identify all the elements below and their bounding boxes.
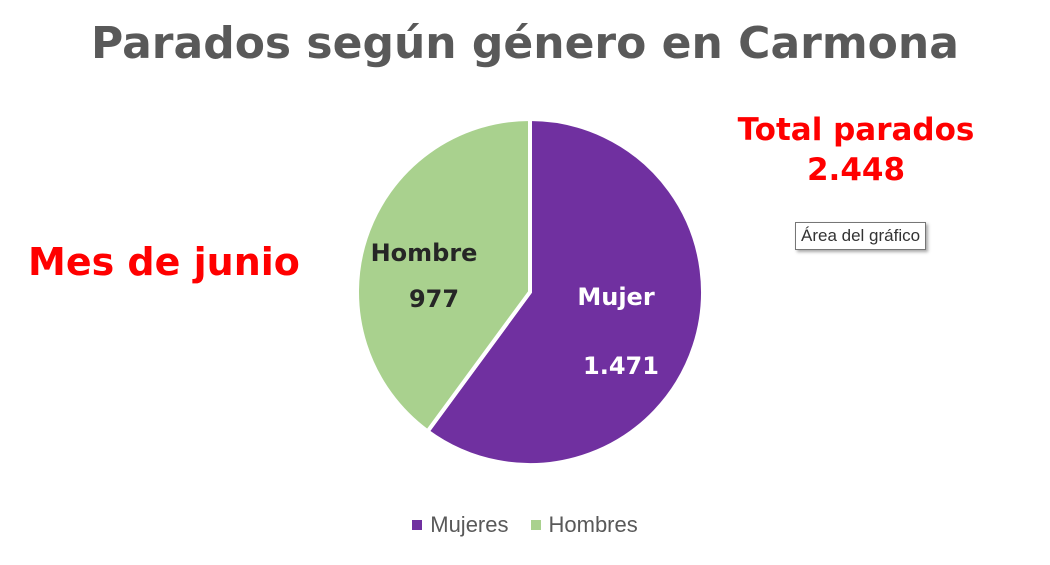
pie-slice-mujeres[interactable]	[425, 117, 705, 467]
pie-chart[interactable]: Mujer 1.471 Hombre 977	[0, 0, 1050, 500]
pie-slice-hombres[interactable]	[355, 117, 532, 434]
chart-title: Parados según género en Carmona	[91, 18, 959, 69]
chart-area-tooltip: Área del gráfico	[795, 222, 927, 250]
slice-value-hombres: 977	[409, 285, 459, 313]
legend-swatch-mujeres	[412, 520, 423, 530]
legend-label-hombres: Hombres	[548, 512, 638, 537]
total-label: Total parados	[737, 112, 975, 148]
legend-item-hombres[interactable]: Hombres	[530, 512, 638, 538]
legend-label-mujeres: Mujeres	[430, 512, 509, 537]
month-annotation: Mes de junio	[28, 240, 300, 284]
slice-label-mujeres: Mujer	[577, 283, 654, 311]
chart-legend: Mujeres Hombres	[0, 512, 1050, 538]
slice-value-mujeres: 1.471	[583, 352, 659, 380]
legend-item-mujeres[interactable]: Mujeres	[412, 512, 509, 538]
slice-label-hombres: Hombre	[371, 239, 478, 267]
legend-swatch-hombres	[530, 520, 541, 530]
total-annotation: Total parados 2.448	[716, 110, 996, 190]
total-value: 2.448	[806, 152, 906, 188]
